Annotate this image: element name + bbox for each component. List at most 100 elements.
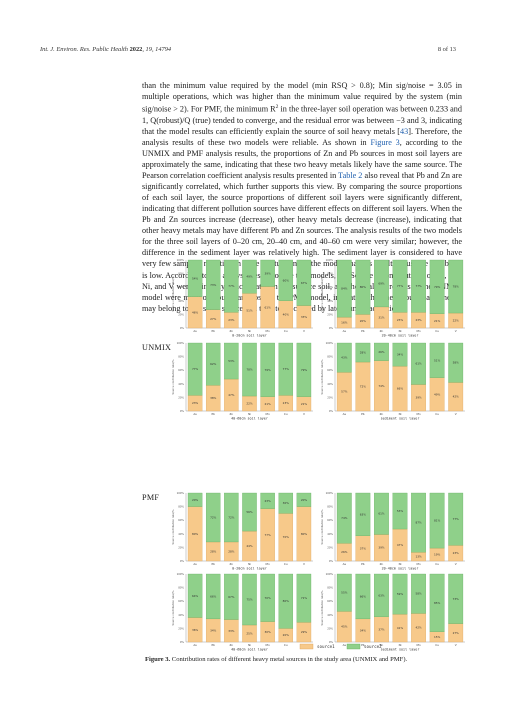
data-label-source1: 44% — [246, 544, 253, 548]
x-tick-label: As — [343, 329, 347, 333]
x-tick-label: Zn — [380, 562, 384, 566]
bar-source2 — [448, 573, 464, 624]
bar-source2 — [411, 573, 426, 614]
data-label-source2: 53% — [397, 509, 404, 513]
bar-source2 — [336, 259, 352, 318]
y-tick-label: 20% — [327, 626, 333, 630]
data-label-source2: 70% — [265, 596, 272, 600]
x-tick-label: Pb — [211, 643, 215, 647]
x-tick-label: Mn — [416, 412, 420, 416]
bar-source2 — [278, 259, 294, 301]
text-run: than the minimum value required by the m… — [142, 81, 462, 114]
bar-source2 — [374, 342, 389, 361]
x-tick-label: Pb — [211, 412, 215, 416]
data-label-source1: 27% — [210, 317, 217, 321]
data-label-source1: 13% — [415, 555, 422, 559]
bar-source2 — [355, 492, 371, 536]
data-label-source1: 39% — [378, 546, 385, 550]
data-label-source1: 61% — [265, 305, 272, 309]
data-label-source2: 66% — [360, 594, 367, 598]
data-label-source2: 85% — [434, 601, 441, 605]
data-label-source1: 33% — [228, 629, 235, 633]
x-tick-label: V — [303, 329, 305, 333]
caption-label: Figure 3. — [145, 656, 171, 663]
x-tick-label: Ni — [399, 562, 402, 566]
data-label-source2: 87% — [415, 521, 422, 525]
bar-source2 — [374, 573, 389, 617]
page-number: 8 of 13 — [437, 46, 456, 53]
y-axis-label: Source contribution rate/% — [320, 590, 324, 625]
y-tick-label: 100% — [177, 491, 185, 495]
bar-source2 — [355, 342, 371, 363]
data-label-source1: 23% — [192, 401, 199, 405]
data-label-source2: 54% — [192, 276, 199, 280]
data-label-source2: 77% — [453, 517, 460, 521]
data-label-source1: 21% — [265, 402, 272, 406]
data-label-source2: 78% — [246, 368, 253, 372]
data-label-source2: 80% — [283, 599, 290, 603]
data-label-source2: 26% — [378, 350, 385, 354]
data-label-source2: 74% — [341, 516, 348, 520]
bar-source2 — [448, 492, 464, 546]
data-label-source2: 80% — [360, 285, 367, 289]
data-label-source1: 28% — [210, 549, 217, 553]
data-label-source2: 63% — [378, 593, 385, 597]
y-axis-label: Source contribution rate/% — [320, 276, 324, 311]
bar-source2 — [429, 342, 445, 378]
y-tick-label: 0% — [180, 409, 185, 413]
bar-source2 — [411, 342, 426, 385]
data-label-source1: 23% — [415, 318, 422, 322]
y-tick-label: 0% — [329, 326, 334, 330]
bar-source2 — [296, 342, 312, 397]
data-label-source1: 30% — [265, 630, 272, 634]
data-label-source2: 79% — [265, 368, 272, 372]
y-tick-label: 60% — [327, 599, 333, 603]
x-tick-label: Cu — [435, 329, 439, 333]
x-tick-label: Ni — [248, 329, 251, 333]
y-tick-label: 100% — [177, 572, 185, 576]
bar-source2 — [224, 573, 239, 620]
x-tick-label: Mn — [266, 329, 270, 333]
legend-swatch-source1 — [299, 643, 314, 650]
bar-source2 — [336, 573, 352, 612]
data-label-source1: 28% — [228, 549, 235, 553]
bar-source2 — [242, 259, 257, 294]
data-label-source1: 66% — [397, 387, 404, 391]
table-link[interactable]: Table 2 — [338, 171, 363, 181]
citation-link[interactable]: 43 — [400, 126, 409, 136]
data-label-source1: 49% — [434, 392, 441, 396]
x-tick-label: Ni — [248, 562, 251, 566]
x-tick-label: Zn — [380, 643, 384, 647]
data-label-source2: 73% — [453, 597, 460, 601]
data-label-source1: 38% — [210, 396, 217, 400]
x-tick-label: Cu — [284, 329, 288, 333]
data-label-source1: 21% — [434, 319, 441, 323]
bar-source2 — [224, 259, 239, 313]
bar-source2 — [429, 259, 445, 314]
running-header-journal: Int. J. Environ. Res. Public Health 2022… — [40, 46, 171, 53]
y-axis-label: Source contribution rate/% — [171, 590, 175, 625]
y-tick-label: 40% — [327, 613, 333, 617]
x-tick-label: Mn — [266, 562, 270, 566]
bar-source2 — [336, 342, 352, 373]
text-run: ]. Therefore, the analysis results of th… — [142, 126, 462, 147]
bar-source2 — [205, 492, 221, 543]
x-tick-label: Ni — [399, 412, 402, 416]
data-label-source2: 77% — [228, 284, 235, 288]
x-tick-label: Cu — [284, 562, 288, 566]
bar-source2 — [296, 573, 312, 623]
x-tick-label: Cu — [284, 412, 288, 416]
data-label-source1: 23% — [397, 318, 404, 322]
bar-source2 — [374, 259, 389, 308]
x-axis-label: 0-20cm soil layer — [232, 567, 267, 571]
y-tick-label: 20% — [327, 395, 333, 399]
y-tick-label: 0% — [329, 409, 334, 413]
y-tick-label: 80% — [178, 355, 184, 359]
bar-source2 — [355, 573, 371, 620]
data-label-source1: 22% — [453, 319, 460, 323]
y-tick-label: 20% — [178, 626, 184, 630]
figure-link[interactable]: Figure 3 — [370, 137, 400, 147]
x-tick-label: V — [455, 329, 457, 333]
x-tick-label: Zn — [230, 329, 234, 333]
